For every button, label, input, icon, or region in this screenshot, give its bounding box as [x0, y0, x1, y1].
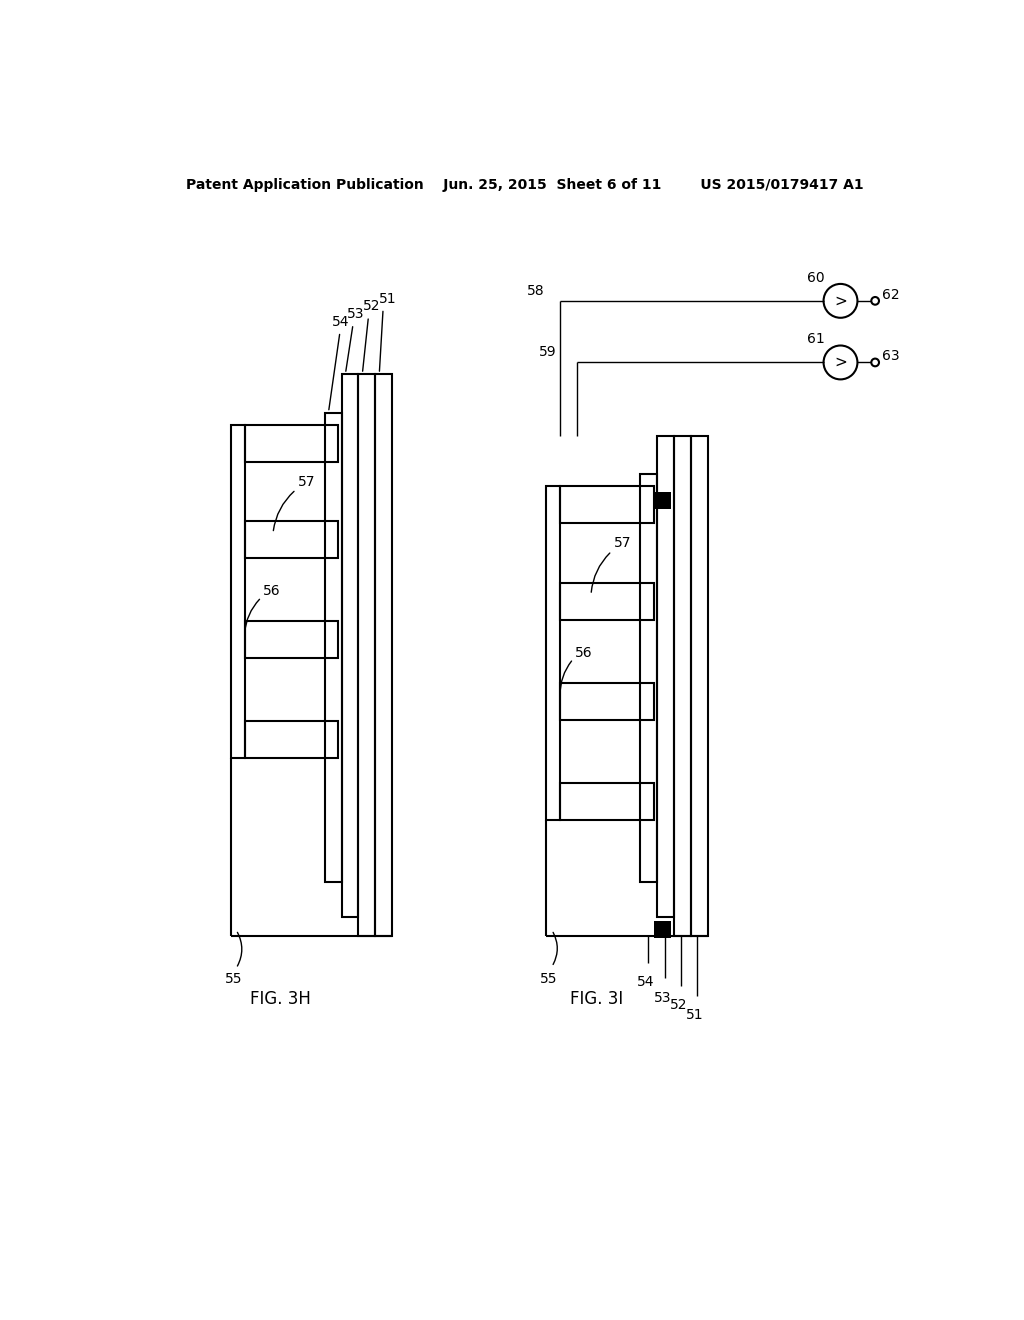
- Text: 62: 62: [882, 288, 900, 302]
- Text: 55: 55: [541, 973, 558, 986]
- Text: 54: 54: [333, 314, 350, 329]
- Bar: [230, 425, 245, 758]
- Text: 51: 51: [686, 1008, 703, 1023]
- Text: 57: 57: [298, 475, 316, 488]
- Bar: [654, 921, 671, 937]
- Bar: [325, 413, 342, 882]
- Bar: [640, 474, 657, 882]
- Text: Patent Application Publication    Jun. 25, 2015  Sheet 6 of 11        US 2015/01: Patent Application Publication Jun. 25, …: [186, 178, 863, 193]
- Bar: [547, 487, 560, 820]
- Text: FIG. 3I: FIG. 3I: [569, 990, 623, 1008]
- Text: 60: 60: [807, 271, 824, 285]
- Text: 55: 55: [225, 973, 243, 986]
- Bar: [245, 622, 339, 659]
- Text: 61: 61: [807, 333, 824, 346]
- Text: 59: 59: [539, 346, 556, 359]
- Text: >: >: [835, 355, 847, 370]
- Bar: [342, 374, 358, 917]
- Text: 53: 53: [347, 308, 365, 321]
- Text: 51: 51: [379, 292, 396, 305]
- Bar: [245, 721, 339, 758]
- Bar: [245, 521, 339, 558]
- Text: 52: 52: [364, 300, 381, 313]
- Bar: [376, 374, 392, 936]
- Bar: [358, 374, 376, 936]
- Text: 58: 58: [527, 284, 545, 298]
- Text: 63: 63: [882, 350, 900, 363]
- Text: 56: 56: [263, 585, 281, 598]
- Text: 54: 54: [637, 975, 654, 989]
- Bar: [691, 436, 708, 936]
- Bar: [560, 582, 654, 619]
- Text: 57: 57: [614, 536, 632, 550]
- Text: >: >: [835, 293, 847, 309]
- Text: 53: 53: [654, 991, 672, 1005]
- Bar: [657, 436, 674, 917]
- Bar: [245, 425, 339, 462]
- Text: 52: 52: [671, 998, 688, 1012]
- Bar: [674, 436, 691, 936]
- Bar: [560, 682, 654, 719]
- Bar: [560, 487, 654, 524]
- Text: 56: 56: [574, 645, 593, 660]
- Bar: [654, 492, 671, 508]
- Text: FIG. 3H: FIG. 3H: [250, 990, 311, 1008]
- Bar: [560, 783, 654, 820]
